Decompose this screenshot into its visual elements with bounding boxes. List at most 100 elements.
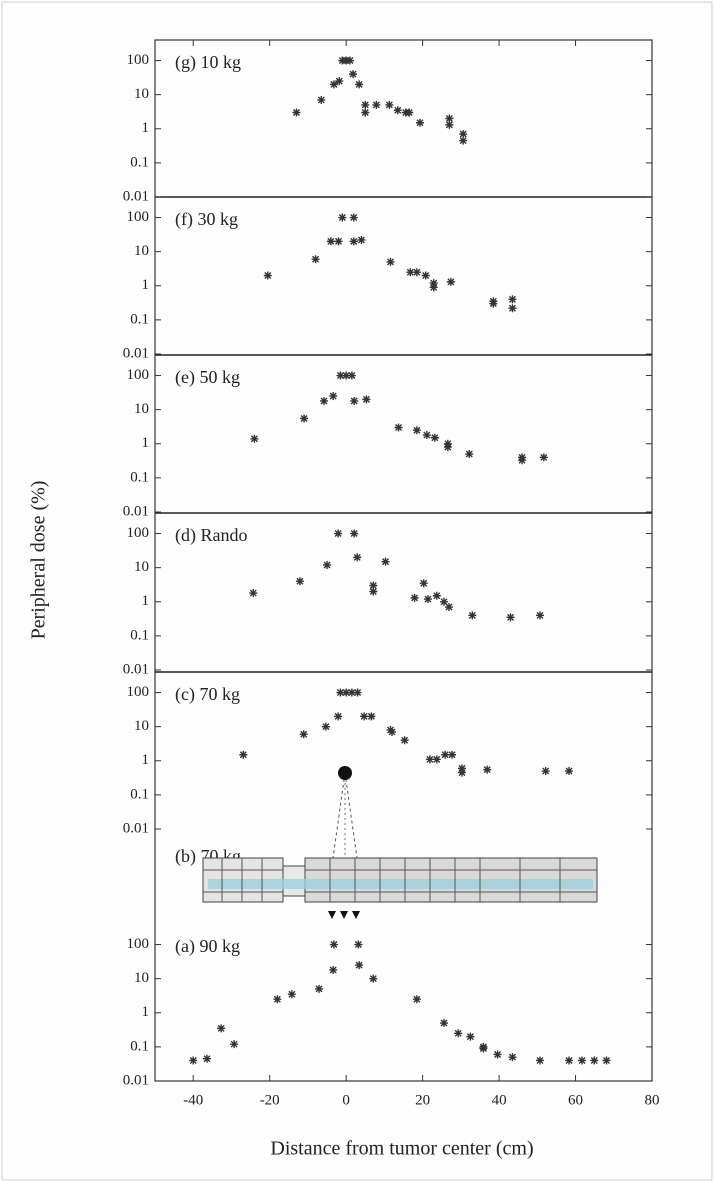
- data-point: [445, 114, 454, 123]
- data-point: [578, 1056, 587, 1065]
- y-tick-label: 0.01: [123, 820, 149, 836]
- data-point: [443, 443, 452, 452]
- y-tick-label: 100: [127, 367, 150, 383]
- marker-arrow: [328, 911, 336, 919]
- y-tick-label: 10: [134, 718, 149, 734]
- panel-label: (a) 90 kg: [175, 936, 240, 957]
- y-tick-label: 0.01: [123, 188, 149, 204]
- y-tick-label: 0.01: [123, 503, 149, 519]
- data-point: [329, 80, 338, 89]
- data-point: [295, 577, 304, 586]
- data-point: [361, 108, 370, 117]
- data-point: [350, 396, 359, 405]
- beam-line: [344, 772, 358, 859]
- data-point: [385, 100, 394, 109]
- data-point: [326, 237, 335, 246]
- y-axis-title: Peripheral dose (%): [28, 481, 50, 640]
- panel-label: (f) 30 kg: [175, 209, 238, 230]
- data-point: [287, 990, 296, 999]
- x-tick-label: 80: [645, 1092, 660, 1108]
- data-point: [349, 70, 358, 79]
- panel-label: (e) 50 kg: [175, 367, 240, 388]
- data-point: [349, 237, 358, 246]
- data-point: [369, 974, 378, 983]
- data-point: [441, 750, 450, 759]
- data-point: [419, 579, 428, 588]
- data-point: [355, 961, 364, 970]
- data-point: [430, 433, 439, 442]
- y-tick-label: 1: [142, 593, 150, 609]
- data-point: [412, 426, 421, 435]
- y-tick-label: 1: [142, 120, 150, 136]
- data-point: [429, 283, 438, 292]
- data-point: [565, 1056, 574, 1065]
- data-point: [489, 299, 498, 308]
- phantom-organ: [208, 879, 593, 889]
- data-point: [292, 108, 301, 117]
- data-point: [355, 80, 364, 89]
- data-point: [329, 940, 338, 949]
- data-point: [479, 1044, 488, 1053]
- data-point: [425, 755, 434, 764]
- y-tick-label: 10: [134, 243, 149, 259]
- data-point: [362, 395, 371, 404]
- data-point: [357, 235, 366, 244]
- data-point: [440, 1019, 449, 1028]
- data-point: [394, 423, 403, 432]
- data-point: [315, 984, 324, 993]
- phantom-grid: [203, 858, 597, 902]
- y-tick-label: 10: [134, 401, 149, 417]
- data-point: [423, 595, 432, 604]
- y-tick-label: 0.1: [130, 154, 149, 170]
- data-point: [361, 100, 370, 109]
- y-tick-label: 0.1: [130, 786, 149, 802]
- data-point: [342, 688, 351, 697]
- x-tick-label: 0: [342, 1092, 350, 1108]
- data-point: [410, 593, 419, 602]
- panel-label: (d) Rando: [175, 525, 247, 546]
- data-point: [483, 765, 492, 774]
- y-tick-label: 0.1: [130, 311, 149, 327]
- y-tick-label: 0.1: [130, 1038, 149, 1054]
- x-tick-label: 60: [568, 1092, 583, 1108]
- data-point: [349, 213, 358, 222]
- data-point: [535, 611, 544, 620]
- data-point: [445, 120, 454, 129]
- beam-line: [332, 772, 346, 859]
- data-point: [518, 456, 527, 465]
- data-point: [415, 118, 424, 127]
- data-point: [300, 414, 309, 423]
- y-tick-label: 0.1: [130, 627, 149, 643]
- data-point: [412, 268, 421, 277]
- data-point: [590, 1056, 599, 1065]
- data-point: [432, 591, 441, 600]
- data-point: [347, 371, 356, 380]
- data-point: [329, 392, 338, 401]
- data-point: [539, 453, 548, 462]
- data-point: [230, 1040, 239, 1049]
- data-point: [466, 1032, 475, 1041]
- data-point: [323, 560, 332, 569]
- data-point: [465, 450, 474, 459]
- data-point: [317, 95, 326, 104]
- data-point: [273, 995, 282, 1004]
- x-tick-label: 40: [492, 1092, 507, 1108]
- y-tick-label: 0.1: [130, 469, 149, 485]
- y-tick-label: 100: [127, 684, 150, 700]
- y-tick-label: 100: [127, 936, 150, 952]
- data-point: [432, 755, 441, 764]
- x-tick-label: 20: [415, 1092, 430, 1108]
- x-axis-title: Distance from tumor center (cm): [270, 1138, 533, 1160]
- data-point: [347, 688, 356, 697]
- y-tick-label: 0.01: [123, 345, 149, 361]
- data-point: [189, 1056, 198, 1065]
- y-tick-label: 0.01: [123, 1072, 149, 1088]
- data-point: [372, 100, 381, 109]
- data-point: [457, 764, 466, 773]
- data-point: [299, 730, 308, 739]
- y-tick-label: 1: [142, 435, 150, 451]
- plot-frame: [154, 39, 653, 1082]
- phantom-diagram: [202, 766, 598, 919]
